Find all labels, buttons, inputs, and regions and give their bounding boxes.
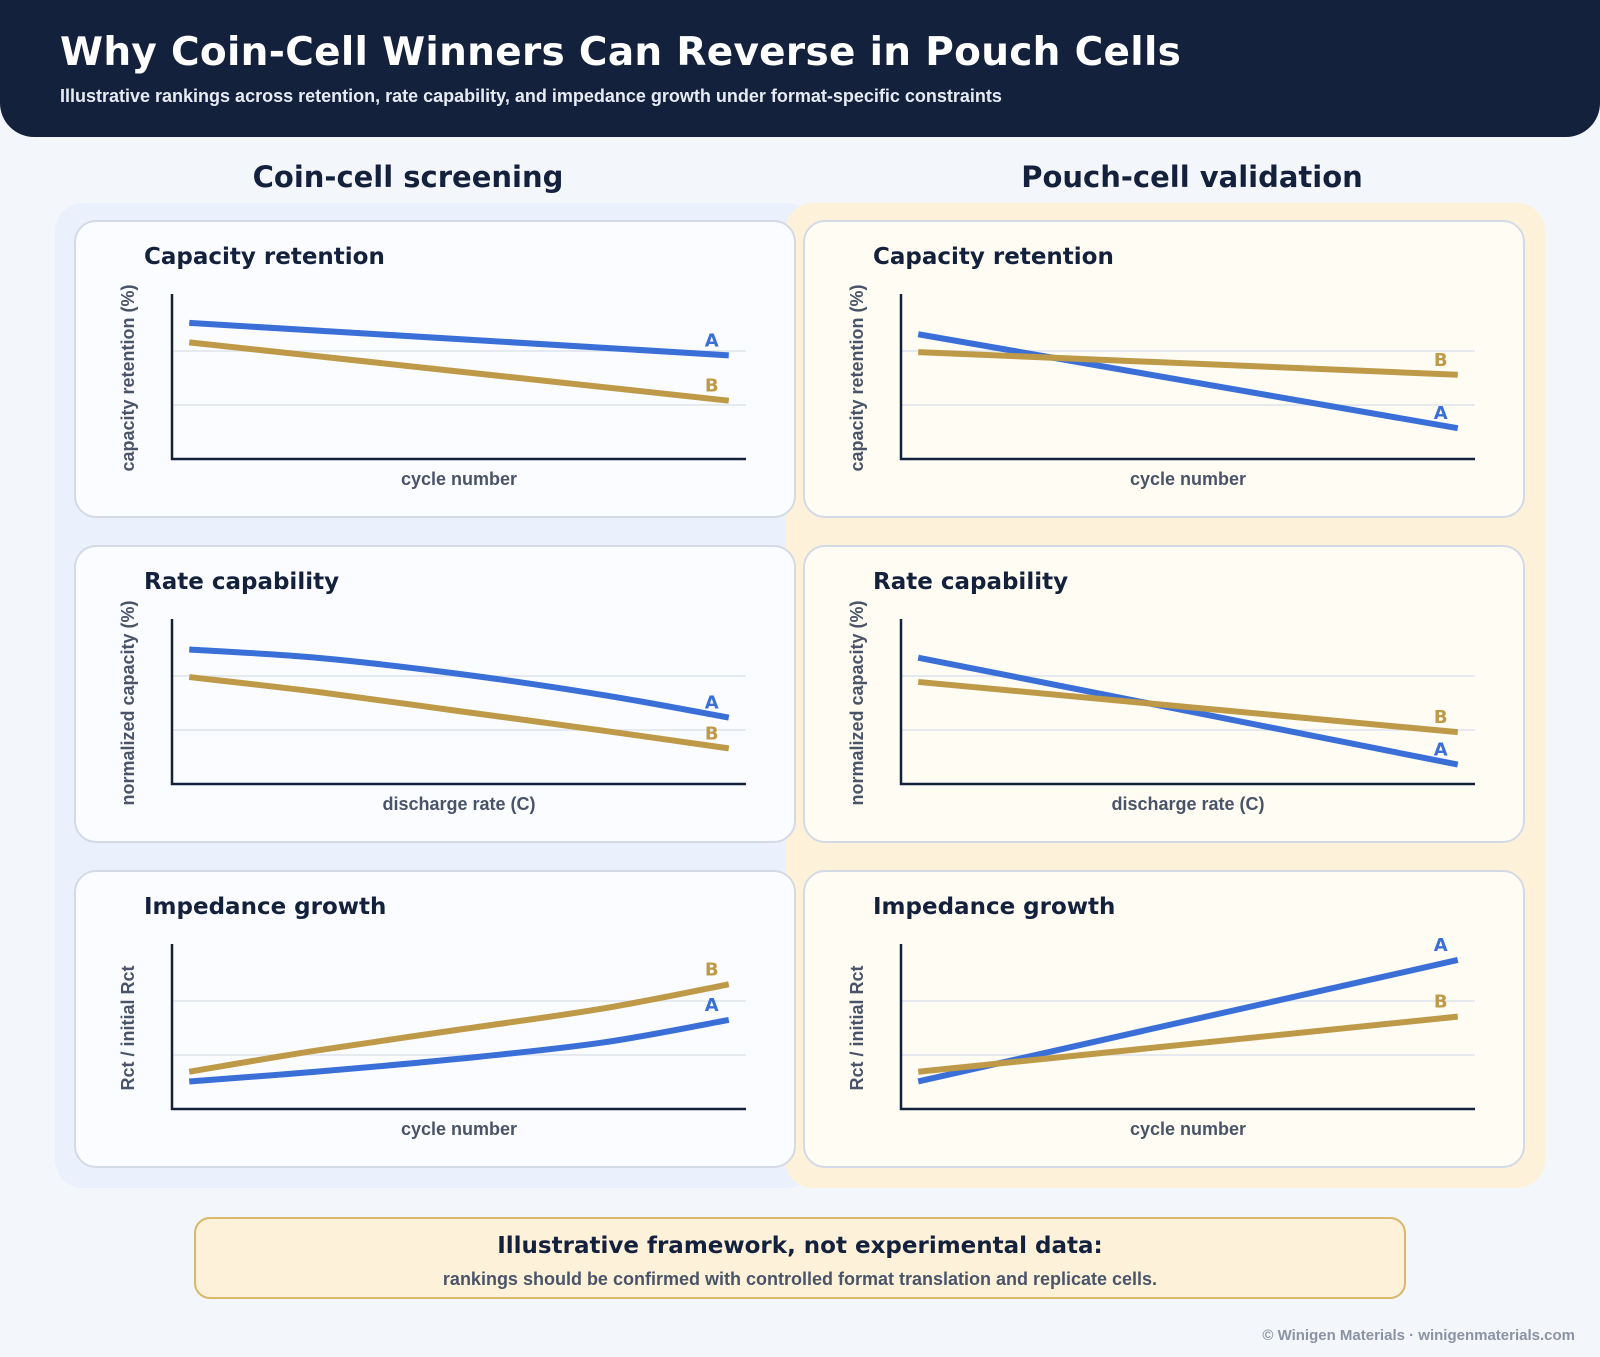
column-heading-pouch: Pouch-cell validation [1021, 160, 1363, 194]
y-axis-label: Rct / initial Rct [118, 965, 138, 1090]
series-a-label: A [1434, 403, 1448, 424]
series-b-label: B [1434, 350, 1448, 371]
y-axis-label: capacity retention (%) [118, 284, 138, 471]
series-a-line [189, 646, 730, 721]
chart-title: Capacity retention [873, 244, 1114, 270]
series-a-line [917, 331, 1459, 432]
disclaimer-title: Illustrative framework, not experimental… [497, 1233, 1103, 1259]
series-b-label: B [705, 376, 719, 397]
chart-title: Impedance growth [144, 894, 387, 920]
chart-title: Impedance growth [873, 894, 1116, 920]
disclaimer-text: rankings should be confirmed with contro… [442, 1269, 1158, 1289]
x-axis-label: cycle number [1130, 469, 1246, 489]
series-b-line [188, 981, 730, 1075]
series-b-line [918, 349, 1458, 378]
series-a-line [188, 1016, 730, 1085]
page-subtitle: Illustrative rankings across retention, … [60, 86, 1002, 106]
x-axis-label: cycle number [401, 469, 517, 489]
chart-title: Rate capability [873, 569, 1069, 595]
x-axis-label: cycle number [1130, 1119, 1246, 1139]
series-b-line [188, 339, 730, 404]
series-b-line [917, 1013, 1459, 1075]
series-a-label: A [705, 330, 719, 351]
y-axis-label: normalized capacity (%) [118, 600, 138, 805]
x-axis-label: discharge rate (C) [382, 794, 535, 814]
column-heading-coin: Coin-cell screening [252, 160, 564, 194]
page-title: Why Coin-Cell Winners Can Reverse in Pou… [60, 30, 1182, 75]
x-axis-label: discharge rate (C) [1111, 794, 1264, 814]
chart-title: Capacity retention [144, 244, 385, 270]
series-b-label: B [1434, 707, 1448, 728]
series-b-label: B [705, 959, 719, 980]
series-a-label: A [705, 995, 719, 1016]
series-b-line [917, 678, 1459, 736]
series-b-line [188, 674, 730, 752]
disclaimer-box: Illustrative framework, not experimental… [194, 1217, 1406, 1299]
series-a-line [189, 319, 729, 359]
series-a-label: A [1434, 935, 1448, 956]
y-axis-label: normalized capacity (%) [847, 600, 867, 805]
y-axis-label: capacity retention (%) [847, 284, 867, 471]
series-b-label: B [705, 723, 719, 744]
series-a-line [917, 654, 1459, 768]
y-axis-label: Rct / initial Rct [847, 965, 867, 1090]
credit-line: © Winigen Materials · winigenmaterials.c… [1262, 1327, 1575, 1344]
header-banner: Why Coin-Cell Winners Can Reverse in Pou… [0, 0, 1600, 137]
series-b-label: B [1434, 992, 1448, 1013]
series-a-label: A [705, 693, 719, 714]
series-a-label: A [1434, 740, 1448, 761]
x-axis-label: cycle number [401, 1119, 517, 1139]
chart-title: Rate capability [144, 569, 340, 595]
